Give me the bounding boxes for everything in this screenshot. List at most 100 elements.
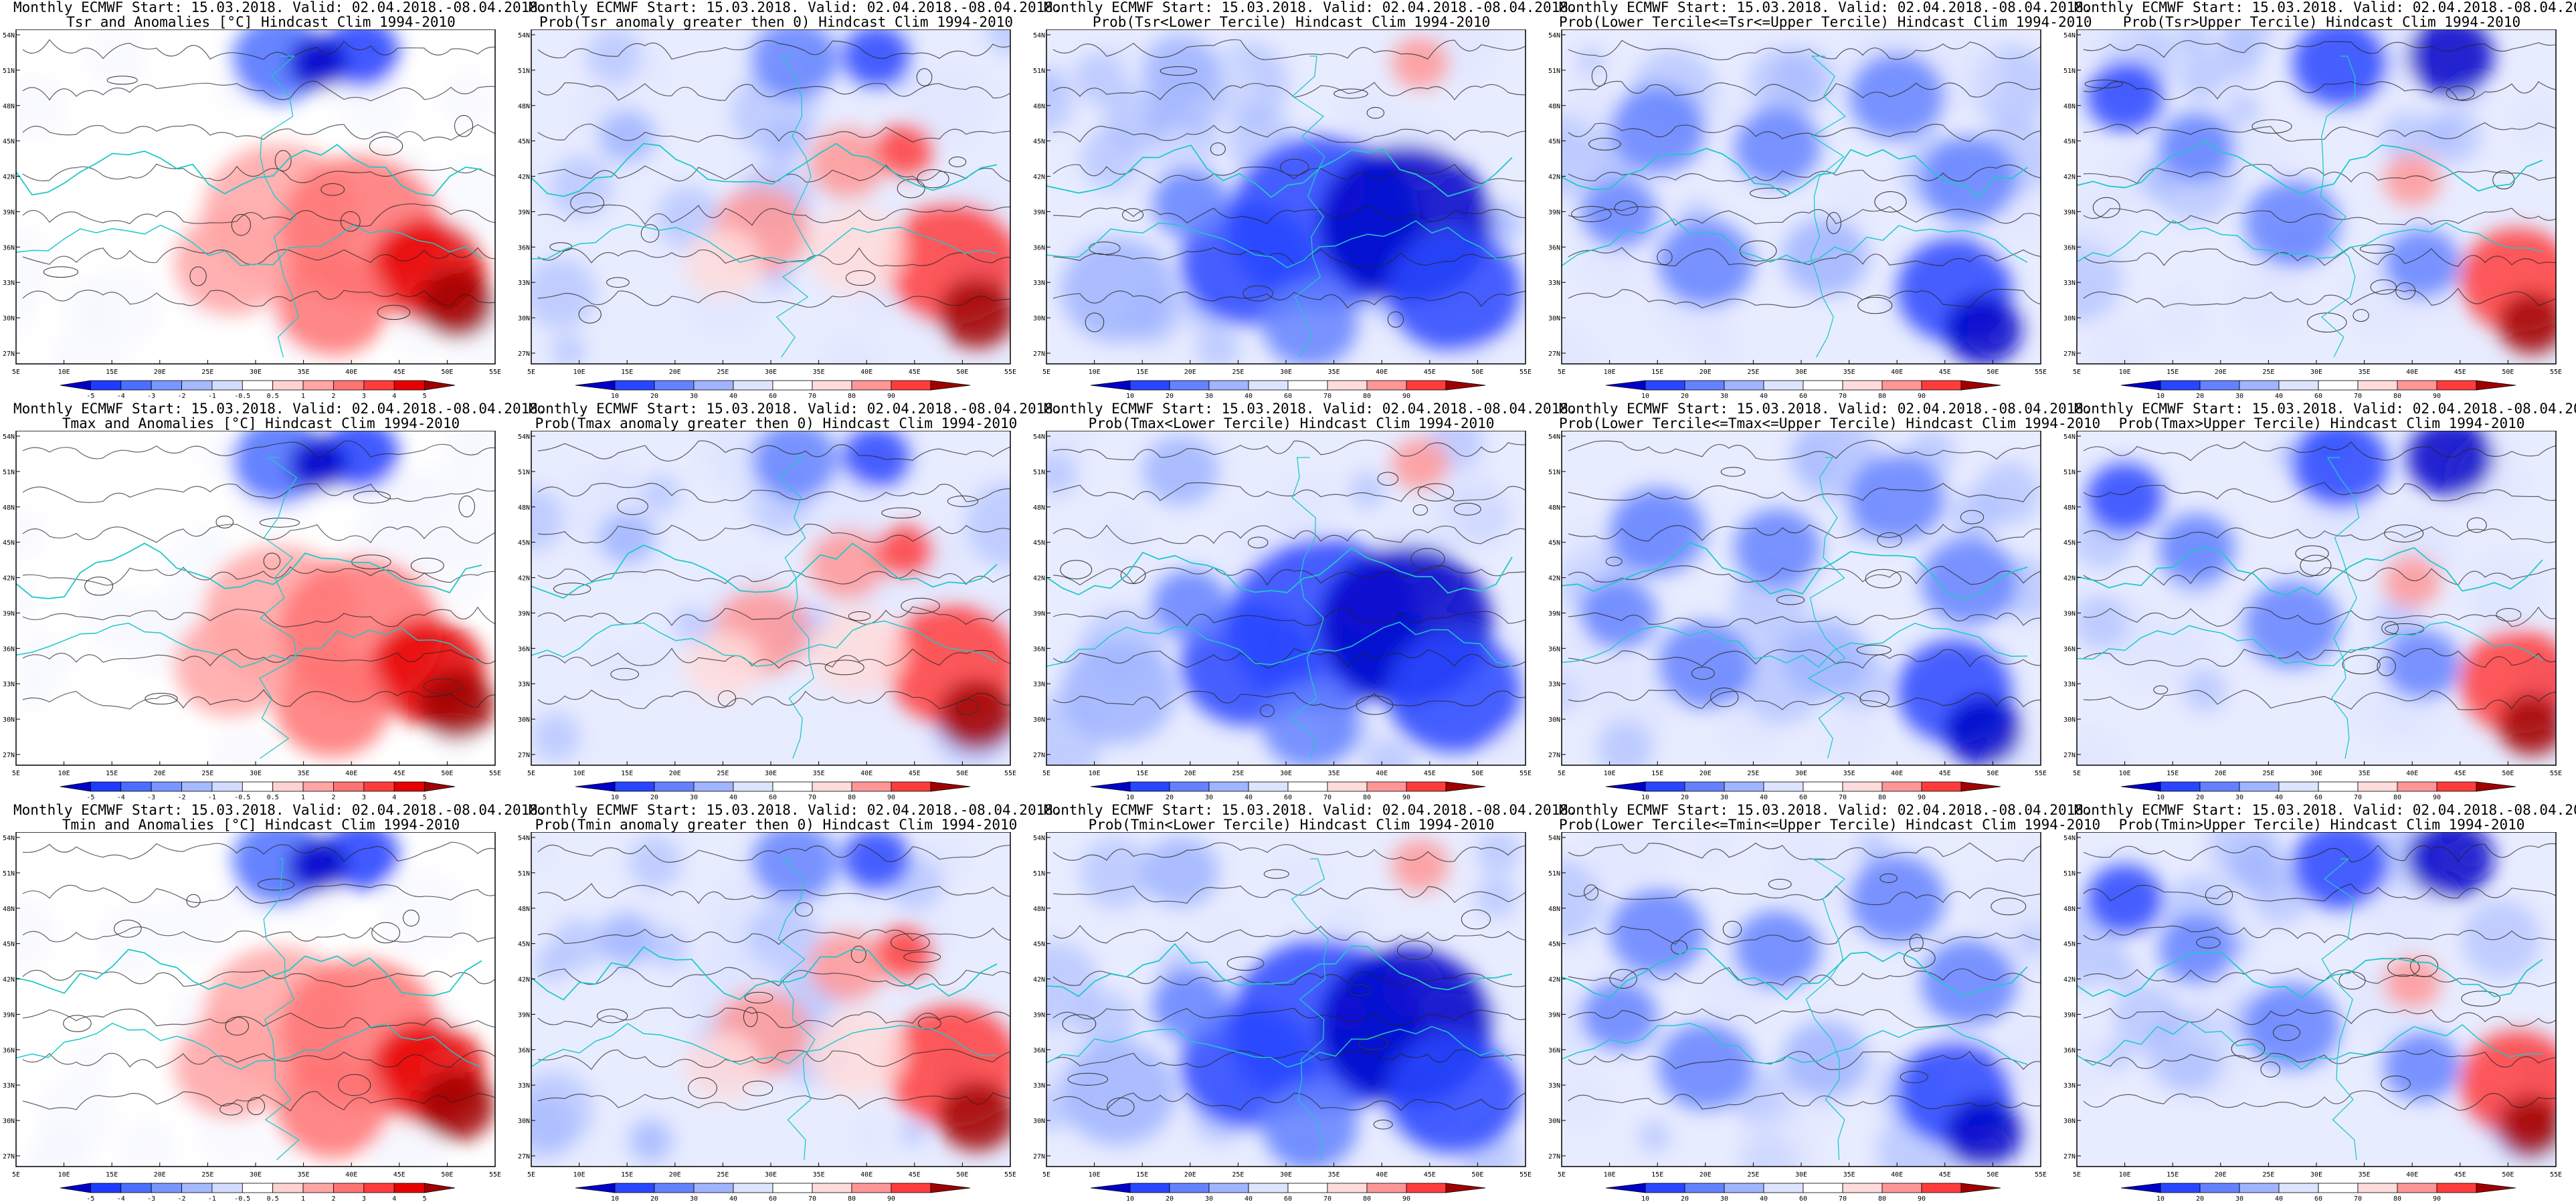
lat-tick-label: 27N xyxy=(1548,1153,1560,1161)
lon-tick-label: 55E xyxy=(1004,1171,1016,1179)
lat-tick-label: 33N xyxy=(3,280,15,287)
lat-tick-label: 27N xyxy=(518,752,530,759)
lat-tick-label: 33N xyxy=(2063,681,2076,688)
panel-subtitle: Prob(Tmax anomaly greater then 0) Hindca… xyxy=(535,415,1018,431)
lon-tick-label: 35E xyxy=(298,1171,310,1179)
lat-tick-label: 51N xyxy=(3,469,15,476)
lon-tick-label: 40E xyxy=(1891,1171,1903,1179)
lon-tick-label: 25E xyxy=(201,369,213,376)
lon-tick-label: 55E xyxy=(2035,1171,2047,1179)
map-panel-tmin-upper: Monthly ECMWF Start: 15.03.2018. Valid: … xyxy=(2061,803,2576,1204)
colorbar-label: 10 xyxy=(611,1195,619,1203)
panel-subtitle: Prob(Tmin anomaly greater then 0) Hindca… xyxy=(535,817,1018,833)
lon-tick-label: 5E xyxy=(1558,1171,1566,1179)
colorbar-label: 10 xyxy=(2156,1195,2165,1203)
colorbar-label: 10 xyxy=(2156,393,2165,400)
colorbar-label: 20 xyxy=(650,1195,658,1203)
lat-tick-label: 51N xyxy=(1548,469,1560,476)
lon-tick-label: 25E xyxy=(717,770,729,777)
lat-tick-label: 45N xyxy=(518,540,530,547)
lat-tick-label: 45N xyxy=(1033,138,1045,146)
lat-tick-label: 51N xyxy=(518,68,530,75)
lat-tick-label: 27N xyxy=(518,1153,530,1161)
lon-tick-label: 55E xyxy=(489,1171,501,1179)
colorbar-label: 40 xyxy=(1760,393,1768,400)
lon-tick-label: 15E xyxy=(1136,770,1148,777)
lat-tick-label: 27N xyxy=(1033,350,1045,358)
lat-tick-label: 54N xyxy=(1548,433,1560,441)
colorbar-label: -1 xyxy=(208,1195,216,1203)
lon-tick-label: 10E xyxy=(2119,770,2131,777)
lon-tick-label: 45E xyxy=(1939,369,1951,376)
lon-tick-label: 55E xyxy=(1520,770,1532,777)
lon-tick-label: 30E xyxy=(1280,770,1292,777)
lon-tick-label: 55E xyxy=(489,369,501,376)
lon-tick-label: 50E xyxy=(956,770,968,777)
colorbar-label: 10 xyxy=(1641,393,1649,400)
panel-subtitle: Tsr and Anomalies [°C] Hindcast Clim 199… xyxy=(66,14,456,30)
map-panel-tmin-above0: Monthly ECMWF Start: 15.03.2018. Valid: … xyxy=(515,803,1062,1204)
forecast-map: 54N 51N 48N 45N 42N 39N 36N 33N 30N 27N 5E 10E 15E 20… xyxy=(1548,431,2047,777)
colorbar: 10 20 30 40 60 70 80 90 xyxy=(1605,781,2001,801)
lon-tick-label: 35E xyxy=(1843,1171,1855,1179)
lon-tick-label: 45E xyxy=(393,770,405,777)
lat-tick-label: 45N xyxy=(518,941,530,948)
lon-tick-label: 55E xyxy=(1520,1171,1532,1179)
colorbar: 10 20 30 40 60 70 80 90 xyxy=(2120,1183,2516,1203)
lat-tick-label: 54N xyxy=(2063,32,2076,39)
lat-tick-label: 45N xyxy=(1548,540,1560,547)
lon-tick-label: 40E xyxy=(2406,1171,2418,1179)
lat-tick-label: 36N xyxy=(1548,244,1560,252)
lon-tick-label: 45E xyxy=(1424,1171,1436,1179)
lon-tick-label: 45E xyxy=(393,1171,405,1179)
lat-tick-label: 54N xyxy=(2063,835,2076,842)
colorbar-label: 20 xyxy=(2196,794,2204,801)
map-panel-tmax-upper: Monthly ECMWF Start: 15.03.2018. Valid: … xyxy=(2061,401,2576,803)
lon-tick-label: 10E xyxy=(1604,770,1616,777)
panel-subtitle: Prob(Tsr<Lower Tercile) Hindcast Clim 19… xyxy=(1092,14,1491,30)
lon-tick-label: 35E xyxy=(813,1171,825,1179)
lat-tick-label: 42N xyxy=(1033,977,1045,984)
lon-tick-label: 30E xyxy=(1795,1171,1807,1179)
colorbar-label: 60 xyxy=(1799,794,1807,801)
forecast-map: 54N 51N 48N 45N 42N 39N 36N 33N 30N 27N 5E 10E 15E 20… xyxy=(518,431,1016,777)
lon-tick-label: 30E xyxy=(1280,1171,1292,1179)
lon-tick-label: 30E xyxy=(1795,369,1807,376)
colorbar: 10 20 30 40 60 70 80 90 xyxy=(1090,1183,1486,1203)
lon-tick-label: 45E xyxy=(1424,369,1436,376)
colorbar-label: 60 xyxy=(1799,1195,1807,1203)
lat-tick-label: 36N xyxy=(1033,244,1045,252)
lon-tick-label: 5E xyxy=(2073,1171,2081,1179)
lon-tick-label: 50E xyxy=(1471,369,1483,376)
colorbar: 10 20 30 40 60 70 80 90 xyxy=(1605,1183,2001,1203)
lon-tick-label: 55E xyxy=(2550,369,2562,376)
lon-tick-label: 50E xyxy=(2502,369,2514,376)
colorbar: 10 20 30 40 60 70 80 90 xyxy=(1090,781,1486,801)
colorbar-label: 3 xyxy=(362,393,366,400)
lon-tick-label: 15E xyxy=(621,369,633,376)
lat-tick-label: 30N xyxy=(518,1118,530,1125)
lat-tick-label: 54N xyxy=(518,835,530,842)
lon-tick-label: 20E xyxy=(669,369,681,376)
lat-tick-label: 42N xyxy=(3,977,15,984)
panel-title: Monthly ECMWF Start: 15.03.2018. Valid: … xyxy=(2074,401,2576,417)
lat-tick-label: 39N xyxy=(518,1011,530,1019)
lon-tick-label: 50E xyxy=(1471,770,1483,777)
lat-tick-label: 48N xyxy=(3,103,15,110)
lat-tick-label: 27N xyxy=(3,350,15,358)
colorbar-label: 40 xyxy=(2275,794,2283,801)
colorbar-label: 2 xyxy=(331,794,335,801)
colorbar-label: -5 xyxy=(86,393,94,400)
lon-tick-label: 10E xyxy=(1089,1171,1101,1179)
colorbar-label: 80 xyxy=(2393,794,2401,801)
lat-tick-label: 42N xyxy=(1033,174,1045,181)
lon-tick-label: 35E xyxy=(813,369,825,376)
lon-tick-label: 50E xyxy=(441,369,453,376)
lon-tick-label: 5E xyxy=(12,770,20,777)
lon-tick-label: 50E xyxy=(1987,369,1999,376)
lat-tick-label: 27N xyxy=(3,1153,15,1161)
lon-tick-label: 10E xyxy=(1604,1171,1616,1179)
lon-tick-label: 10E xyxy=(2119,1171,2131,1179)
forecast-map: 54N 51N 48N 45N 42N 39N 36N 33N 30N 27N 5E 10E 15E 20… xyxy=(1548,29,2047,376)
forecast-map: 54N 51N 48N 45N 42N 39N 36N 33N 30N 27N 5E 10E 15E 20… xyxy=(3,832,501,1179)
